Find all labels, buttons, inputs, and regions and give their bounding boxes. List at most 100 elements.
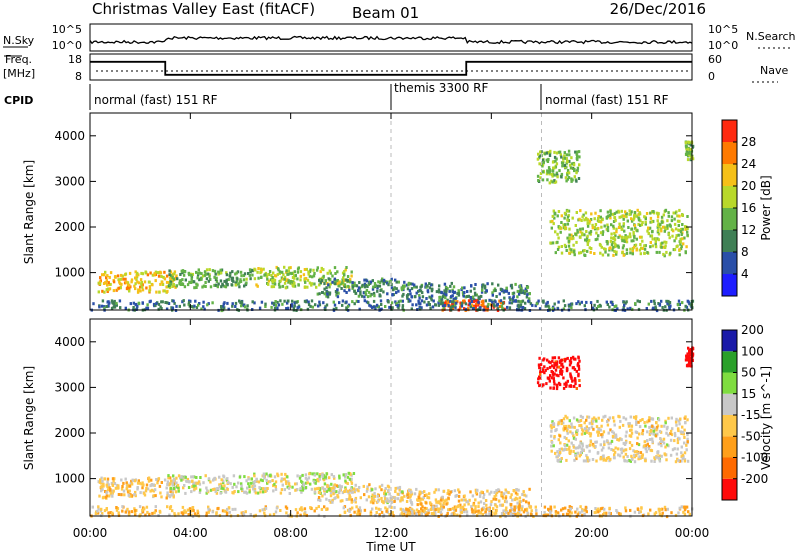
data-cell (240, 482, 243, 486)
data-cell (553, 436, 556, 440)
data-cell (558, 169, 561, 173)
data-cell (551, 160, 555, 164)
data-cell (668, 253, 671, 257)
data-cell (504, 496, 508, 500)
data-cell (628, 209, 631, 213)
data-cell (318, 491, 321, 495)
data-cell (259, 478, 263, 482)
data-cell (225, 273, 229, 277)
data-cell (555, 455, 558, 459)
data-cell (171, 488, 174, 492)
data-cell (560, 363, 563, 367)
data-cell (586, 456, 589, 460)
data-cell (109, 491, 113, 495)
data-cell (586, 218, 589, 222)
data-cell (575, 169, 579, 173)
data-cell (681, 425, 684, 429)
data-cell (358, 513, 361, 516)
data-cell (384, 280, 387, 284)
data-cell (516, 497, 519, 501)
data-cell (567, 171, 571, 175)
data-cell (580, 432, 584, 436)
data-cell (312, 274, 316, 278)
data-cell (346, 279, 349, 283)
data-cell (625, 212, 628, 216)
data-cell (671, 234, 674, 238)
data-cell (577, 177, 581, 180)
data-cell (167, 302, 171, 305)
data-cell (632, 245, 636, 249)
data-cell (257, 267, 260, 270)
data-cell (498, 305, 502, 308)
data-cell (592, 419, 595, 423)
data-cell (106, 290, 109, 293)
data-cell (579, 441, 582, 445)
data-cell (303, 487, 306, 491)
data-cell (599, 243, 602, 247)
data-cell (501, 494, 504, 498)
data-cell (115, 508, 119, 512)
data-cell (101, 488, 104, 491)
data-cell (573, 425, 576, 429)
data-cell (195, 513, 198, 517)
data-cell (684, 304, 687, 308)
data-cell (369, 500, 373, 504)
data-cell (612, 431, 615, 435)
data-cell (602, 430, 606, 434)
data-cell (349, 278, 352, 282)
data-cell (637, 420, 640, 424)
data-cell (435, 504, 438, 508)
data-cell (510, 493, 513, 497)
data-cell (303, 285, 307, 289)
data-cell (507, 511, 510, 515)
data-cell (96, 511, 100, 515)
data-cell (665, 458, 668, 462)
data-cell (387, 300, 390, 304)
data-cell (438, 299, 441, 303)
data-cell (338, 491, 341, 495)
data-cell (397, 300, 400, 304)
data-cell (350, 500, 353, 504)
data-cell (366, 487, 369, 491)
data-cell (439, 502, 442, 506)
data-cell (657, 507, 660, 511)
data-cell (463, 503, 466, 507)
data-cell (360, 294, 364, 298)
data-cell (390, 277, 393, 281)
data-cell (317, 486, 320, 490)
data-cell (481, 299, 484, 303)
data-cell (560, 221, 563, 224)
data-cell (231, 507, 234, 511)
data-cell (539, 371, 542, 375)
data-cell (574, 150, 577, 154)
data-cell (666, 425, 669, 429)
data-cell (173, 301, 176, 305)
data-cell (611, 430, 614, 434)
data-cell (176, 483, 180, 487)
data-cell (293, 281, 296, 285)
data-cell (363, 508, 367, 512)
data-cell (624, 210, 627, 214)
data-cell (656, 450, 659, 454)
data-cell (447, 300, 451, 304)
data-cell (270, 273, 273, 277)
data-cell (167, 476, 170, 480)
data-cell (601, 218, 604, 222)
data-cell (281, 284, 285, 288)
data-cell (118, 282, 122, 286)
data-cell (369, 304, 372, 308)
data-cell (453, 290, 457, 294)
data-cell (278, 285, 281, 289)
data-cell (238, 285, 241, 289)
data-cell (317, 513, 321, 517)
data-cell (686, 357, 690, 361)
data-cell (316, 266, 319, 270)
data-cell (546, 300, 549, 304)
data-cell (635, 454, 638, 457)
data-cell (609, 428, 612, 432)
data-cell (275, 265, 278, 269)
data-cell (410, 287, 414, 291)
data-cell (410, 509, 414, 513)
data-cell (510, 301, 514, 305)
data-cell (227, 307, 230, 311)
